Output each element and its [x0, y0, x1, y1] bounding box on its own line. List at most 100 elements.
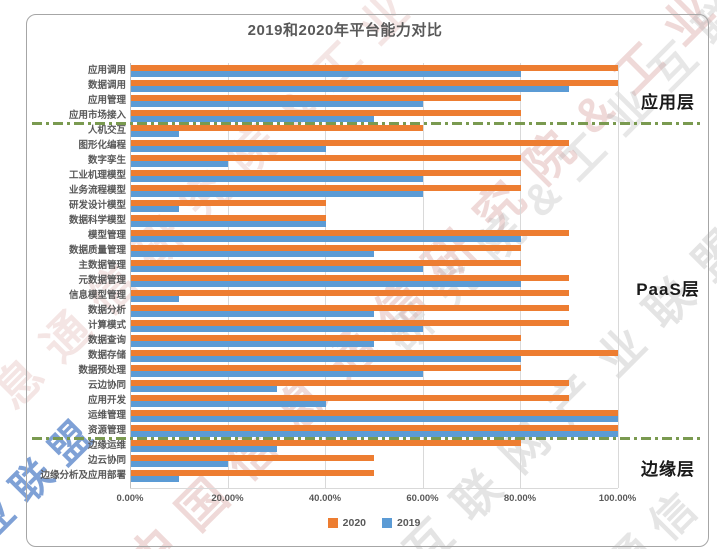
bar-2020: [130, 155, 521, 161]
bar-2020: [130, 365, 521, 371]
category-label: 数据查询: [87, 335, 126, 346]
bar-2019: [130, 131, 180, 137]
bar-2020: [130, 80, 618, 86]
bar-2019: [130, 431, 618, 437]
category-label: 边云协同: [87, 455, 126, 466]
bar-2020: [130, 440, 521, 446]
category-label: 数据分析: [87, 305, 126, 316]
x-tick-label: 80.00%: [503, 493, 537, 504]
x-tick-label: 20.00%: [211, 493, 244, 504]
bar-2019: [130, 416, 618, 422]
bar-2019: [130, 146, 326, 152]
gridline: [617, 63, 619, 488]
category-label: 数据科学模型: [68, 215, 126, 226]
bar-2020: [130, 290, 570, 296]
legend: 2020 2019: [130, 517, 618, 529]
bar-2019: [130, 281, 521, 287]
bar-2019: [130, 266, 423, 272]
bar-2020: [130, 425, 618, 431]
bar-2019: [130, 461, 228, 467]
bar-2019: [130, 86, 570, 92]
y-axis-line: [130, 63, 131, 488]
bar-2020: [130, 275, 570, 281]
bar-2020: [130, 410, 618, 416]
bar-2019: [130, 341, 375, 347]
category-label: 主数据管理: [78, 260, 126, 271]
category-label: 应用市场接入: [68, 110, 126, 121]
layer-separator: [32, 437, 702, 440]
category-label: 应用调用: [87, 65, 126, 76]
bar-2019: [130, 386, 277, 392]
category-label: 应用管理: [87, 95, 126, 106]
x-axis-line: [130, 488, 618, 489]
bar-2019: [130, 296, 180, 302]
category-label: 数字孪生: [87, 155, 126, 166]
legend-swatch-2020: [327, 518, 338, 528]
category-label: 信息模型管理: [68, 290, 126, 301]
bar-2019: [130, 311, 375, 317]
bar-2019: [130, 71, 521, 77]
chart-title: 2019和2020年平台能力对比: [247, 22, 443, 39]
bar-2020: [130, 140, 570, 146]
layer-label: 应用层: [641, 92, 695, 112]
bar-2019: [130, 236, 521, 242]
category-label: 数据预处理: [78, 365, 126, 376]
category-label: 资源管理: [87, 425, 126, 436]
layer-label: PaaS层: [636, 280, 700, 299]
bar-2020: [130, 245, 521, 251]
category-label: 研发设计模型: [68, 200, 126, 211]
bar-2019: [130, 161, 228, 167]
category-label: 业务流程模型: [68, 185, 126, 196]
bar-2020: [130, 65, 618, 71]
category-label: 人机交互: [87, 125, 126, 136]
category-label: 数据质量管理: [68, 245, 126, 256]
bar-2020: [130, 335, 521, 341]
bar-2019: [130, 401, 326, 407]
bar-2019: [130, 176, 423, 182]
bar-2019: [130, 116, 375, 122]
bar-2020: [130, 95, 521, 101]
layer-separator: [32, 122, 702, 125]
category-label: 边缘分析及应用部署: [40, 470, 126, 481]
bar-2020: [130, 320, 570, 326]
category-label: 工业机理模型: [68, 170, 126, 181]
legend-item: 2020: [327, 517, 366, 529]
category-label: 应用开发: [87, 395, 126, 406]
category-label: 元数据管理: [78, 275, 126, 286]
bar-2020: [130, 260, 521, 266]
category-label: 数据调用: [87, 80, 126, 91]
bar-2019: [130, 446, 277, 452]
bar-2020: [130, 395, 570, 401]
legend-label: 2019: [397, 517, 421, 529]
bar-2019: [130, 371, 423, 377]
bar-2019: [130, 251, 375, 257]
category-label: 边缘运维: [87, 440, 126, 451]
bar-2020: [130, 350, 618, 356]
bar-2020: [130, 470, 375, 476]
category-label: 数据存储: [87, 350, 126, 361]
bar-2019: [130, 221, 326, 227]
category-label: 云边协同: [87, 380, 126, 391]
bar-2019: [130, 101, 423, 107]
x-tick-label: 60.00%: [406, 493, 439, 504]
bar-2019: [130, 476, 180, 482]
bar-2020: [130, 110, 521, 116]
bar-2020: [130, 455, 375, 461]
bar-2019: [130, 206, 180, 212]
legend-swatch-2019: [382, 518, 392, 528]
category-label: 计算模式: [87, 320, 126, 331]
category-label: 图形化编程: [78, 140, 126, 151]
category-label: 模型管理: [87, 230, 126, 241]
layer-label: 边缘层: [641, 460, 695, 479]
bar-2020: [130, 380, 570, 386]
legend-item: 2019: [382, 517, 420, 529]
x-tick-label: 100.00%: [598, 493, 637, 504]
bar-2020: [130, 185, 521, 191]
bar-2019: [130, 326, 423, 332]
bar-2019: [130, 356, 521, 362]
bar-2020: [130, 200, 326, 206]
x-tick-label: 0.00%: [116, 493, 144, 504]
legend-label: 2020: [342, 517, 366, 529]
bar-2019: [130, 191, 423, 197]
